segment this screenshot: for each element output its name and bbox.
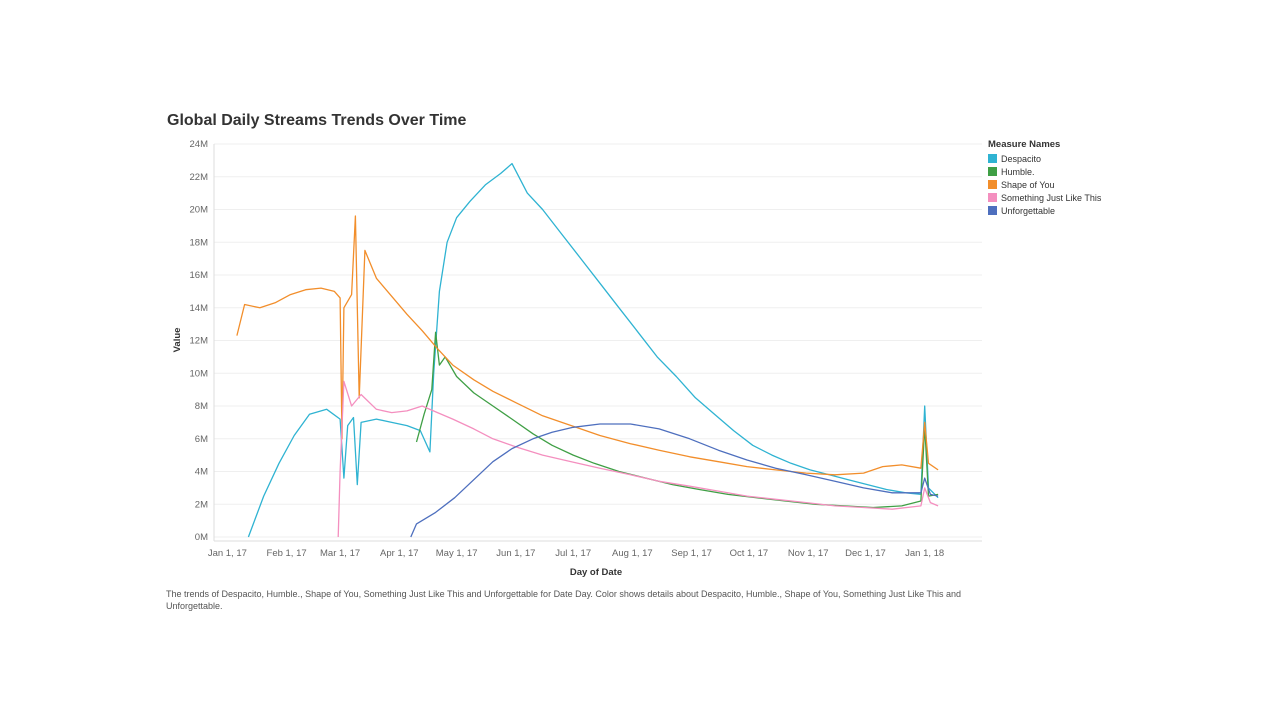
series-lines (236, 162, 939, 538)
legend-swatch (988, 180, 997, 189)
legend-title: Measure Names (988, 139, 1061, 150)
y-tick-label: 8M (195, 401, 208, 412)
x-tick-label: Feb 1, 17 (267, 548, 307, 559)
y-tick-label: 0M (195, 532, 208, 543)
legend-label: Something Just Like This (1001, 192, 1102, 203)
x-tick-label: Jan 1, 18 (905, 548, 944, 559)
x-tick-label: Apr 1, 17 (380, 548, 419, 559)
y-axis-title: Value (172, 328, 183, 353)
x-tick-label: Mar 1, 17 (320, 548, 360, 559)
legend-swatch (988, 193, 997, 202)
legend-label: Humble. (1001, 166, 1035, 177)
x-tick-label: Nov 1, 17 (788, 548, 829, 559)
legend-swatch (988, 154, 997, 163)
legend-item[interactable]: Shape of You (988, 178, 1101, 191)
x-axis: Jan 1, 17 Feb 1, 17 Mar 1, 17 Apr 1, 17 May … (208, 548, 944, 559)
x-axis-title: Day of Date (570, 567, 622, 578)
x-tick-label: Aug 1, 17 (612, 548, 653, 559)
y-tick-label: 4M (195, 467, 208, 478)
series-line-shape-of-you[interactable] (236, 215, 939, 476)
series-line-unforgettable[interactable] (410, 423, 939, 538)
y-tick-label: 12M (190, 336, 209, 347)
y-tick-label: 6M (195, 434, 208, 445)
chart-title: Global Daily Streams Trends Over Time (167, 112, 467, 129)
legend-swatch (988, 206, 997, 215)
y-tick-label: 18M (190, 237, 209, 248)
x-tick-label: Sep 1, 17 (671, 548, 712, 559)
legend-item[interactable]: Humble. (988, 165, 1101, 178)
legend-label: Shape of You (1001, 179, 1055, 190)
gridlines (213, 143, 982, 542)
x-tick-label: Jan 1, 17 (208, 548, 247, 559)
y-axis: 0M 2M 4M 6M 8M 10M 12M 14M 16M 18M 20M 22M 24M (190, 139, 209, 543)
x-tick-label: May 1, 17 (436, 548, 478, 559)
y-tick-label: 2M (195, 499, 208, 510)
series-line-humble[interactable] (415, 331, 939, 509)
legend-item[interactable]: Something Just Like This (988, 191, 1101, 204)
x-tick-label: Jun 1, 17 (496, 548, 535, 559)
legend: Measure Names Despacito Humble. Shape of Y… (988, 139, 1101, 217)
legend-label: Despacito (1001, 153, 1042, 164)
x-tick-label: Jul 1, 17 (555, 548, 591, 559)
y-tick-label: 14M (190, 303, 209, 314)
legend-item[interactable]: Unforgettable (988, 204, 1101, 217)
y-tick-label: 16M (190, 270, 209, 281)
chart-caption: The trends of Despacito, Humble., Shape … (166, 589, 961, 611)
y-tick-label: 22M (190, 172, 209, 183)
y-tick-label: 20M (190, 205, 209, 216)
legend-swatch (988, 167, 997, 176)
y-tick-label: 24M (190, 139, 209, 150)
x-tick-label: Oct 1, 17 (730, 548, 769, 559)
legend-item[interactable]: Despacito (988, 152, 1101, 165)
legend-label: Unforgettable (1001, 205, 1056, 216)
series-line-something-just-like-this[interactable] (337, 380, 939, 538)
x-tick-label: Dec 1, 17 (845, 548, 886, 559)
y-tick-label: 10M (190, 368, 209, 379)
